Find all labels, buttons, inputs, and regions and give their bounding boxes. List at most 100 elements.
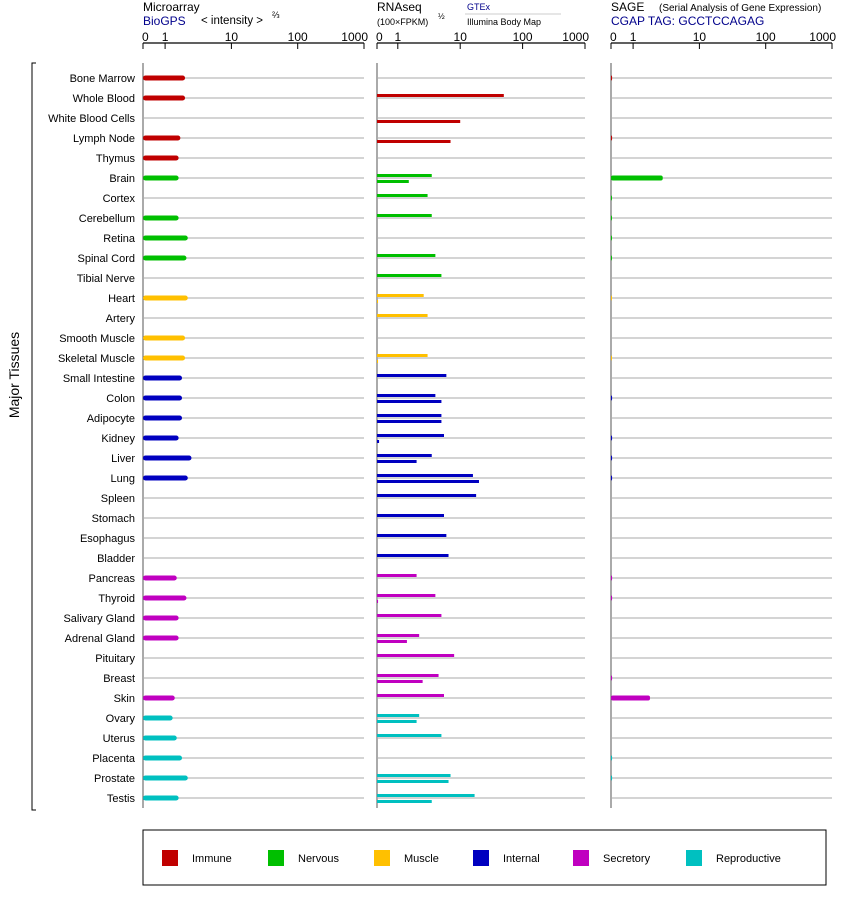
rnaseq-gtex-bar-esophagus [377,534,447,537]
tissue-label-lung: Lung [111,473,135,485]
microarray-bar-thyroid [143,595,187,601]
sage-tick-label-10: 10 [693,30,707,44]
rnaseq-ibm-bar-testis [377,800,432,803]
rnaseq-unit: (100×FPKM) [377,17,428,27]
rnaseq-tick-label-0: 0 [376,30,383,44]
rnaseq-gtex-bar-stomach [377,514,444,517]
rnaseq-gtex-bar-prostate [377,774,451,777]
row-breast: Breast [103,673,832,685]
sage-bar-prostate [611,775,613,781]
major-tissues-label: Major Tissues [6,332,22,418]
microarray-bar-bone-marrow [143,75,186,81]
sage-bar-lymph-node [611,135,613,141]
row-thyroid: Thyroid [98,593,832,605]
tissue-label-spleen: Spleen [101,493,135,505]
tissue-label-pancreas: Pancreas [89,573,136,585]
tissue-label-bone-marrow: Bone Marrow [70,73,135,85]
legend-label-muscle: Muscle [404,853,439,865]
row-cerebellum: Cerebellum [79,213,832,225]
tissue-label-whole-blood: Whole Blood [73,93,135,105]
rnaseq-ibm-bar-thyroid [377,600,379,603]
legend-label-internal: Internal [503,853,540,865]
rnaseq-gtex-bar-artery [377,314,428,317]
microarray-bar-ovary [143,715,173,721]
rnaseq-tick-label-10: 10 [454,30,468,44]
microarray-unit: < intensity > [201,15,263,27]
sage-tick-label-1000: 1000 [809,30,836,44]
sage-bar-skin [611,695,651,701]
rnaseq-ibm-bar-prostate [377,780,449,783]
rnaseq-gtex-bar-pancreas [377,574,417,577]
row-colon: Colon [106,393,832,405]
axes-group: 0 1 10 100 1000 0 1 10 100 1000 0 1 10 100 1000 [142,30,836,808]
rnaseq-gtex-bar-heart [377,294,424,297]
sage-bar-kidney [611,435,613,441]
legend-label-immune: Immune [192,853,232,865]
major-tissues-bracket [31,62,36,811]
microarray-bar-pancreas [143,575,177,581]
rnaseq-gtex-bar-salivary-gland [377,614,442,617]
row-adipocyte: Adipocyte [87,413,832,425]
rnaseq-gtex-bar-thyroid [377,594,436,597]
microarray-tick-label-1: 1 [162,30,169,44]
row-bladder: Bladder [97,553,832,565]
rnaseq-gtex-bar-breast [377,674,439,677]
microarray-tick-label-100: 100 [288,30,308,44]
legend-swatch-muscle [374,850,390,866]
tissue-label-salivary-gland: Salivary Gland [63,613,135,625]
microarray-bar-brain [143,175,179,181]
rnaseq-ibm-bar-kidney [377,440,380,443]
sage-bar-skeletal-muscle [611,355,612,361]
row-retina: Retina [103,233,832,245]
microarray-bar-skin [143,695,175,701]
rnaseq-gtex-bar-uterus [377,734,442,737]
tissue-label-colon: Colon [106,393,135,405]
tissue-label-smooth-muscle: Smooth Muscle [59,333,135,345]
rnaseq-gtex-bar-skeletal-muscle [377,354,428,357]
rnaseq-tick-label-1000: 1000 [562,30,589,44]
microarray-bar-cerebellum [143,215,179,221]
rnaseq-gtex-bar-spleen [377,494,477,497]
tissue-label-thymus: Thymus [96,153,136,165]
row-skin: Skin [114,693,832,705]
sage-bar-placenta [611,755,613,761]
sage-subtitle: (Serial Analysis of Gene Expression) [659,3,821,14]
tissue-label-small-intestine: Small Intestine [63,373,135,385]
rnaseq-source-ibm: Illumina Body Map [467,17,541,27]
rnaseq-gtex-bar-brain [377,174,432,177]
microarray-bar-thymus [143,155,179,161]
sage-bar-colon [611,395,613,401]
rnaseq-gtex-bar-spinal-cord [377,254,436,257]
row-bone-marrow: Bone Marrow [70,73,832,85]
microarray-bar-prostate [143,775,188,781]
rnaseq-gtex-bar-lung [377,474,473,477]
row-placenta: Placenta [92,753,832,765]
sage-bar-lung [611,475,613,481]
tissue-label-spinal-cord: Spinal Cord [78,253,135,265]
tissue-label-uterus: Uterus [103,733,136,745]
rnaseq-gtex-bar-adrenal-gland [377,634,420,637]
tissue-label-placenta: Placenta [92,753,136,765]
row-small-intestine: Small Intestine [63,373,832,385]
tissue-label-thyroid: Thyroid [98,593,135,605]
sage-bar-spinal-cord [611,255,612,261]
rnaseq-tick-label-100: 100 [513,30,533,44]
legend-label-reproductive: Reproductive [716,853,781,865]
tissue-label-white-blood-cells: White Blood Cells [48,113,135,125]
rnaseq-source-gtex: GTEx [467,2,491,12]
row-tibial-nerve: Tibial Nerve [77,273,832,285]
row-pancreas: Pancreas [89,573,832,585]
tissue-label-retina: Retina [103,233,136,245]
row-lung: Lung [111,473,832,485]
rnaseq-ibm-bar-colon [377,400,442,403]
tissue-label-adrenal-gland: Adrenal Gland [65,633,135,645]
rnaseq-gtex-bar-small-intestine [377,374,447,377]
rnaseq-gtex-bar-adipocyte [377,414,442,417]
microarray-bar-testis [143,795,179,801]
tissue-label-pituitary: Pituitary [95,653,135,665]
legend-swatch-reproductive [686,850,702,866]
rnaseq-ibm-bar-ovary [377,720,417,723]
legend-swatch-immune [162,850,178,866]
rnaseq-ibm-bar-brain [377,180,409,183]
row-adrenal-gland: Adrenal Gland [65,633,832,645]
